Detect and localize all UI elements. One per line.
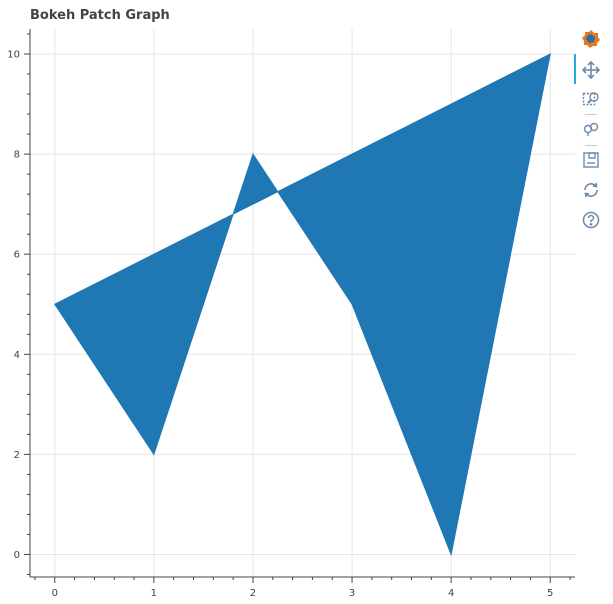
pan-tool-icon[interactable] bbox=[581, 60, 601, 80]
x-tick-label: 0 bbox=[52, 588, 58, 599]
help-tool-icon[interactable] bbox=[581, 210, 601, 230]
x-tick-label: 2 bbox=[250, 588, 256, 599]
wheel-zoom-tool-icon[interactable] bbox=[581, 119, 601, 139]
chart-title: Bokeh Patch Graph bbox=[30, 8, 170, 23]
toolbar-divider bbox=[585, 114, 597, 115]
patch-polygon bbox=[54, 53, 551, 557]
save-tool-icon[interactable] bbox=[581, 150, 601, 170]
y-axis: 0 2 4 6 8 10 bbox=[7, 29, 31, 577]
x-tick-label: 3 bbox=[349, 588, 355, 599]
y-tick-label: 6 bbox=[14, 250, 20, 261]
patch-layer bbox=[54, 53, 551, 557]
y-tick-label: 0 bbox=[14, 550, 20, 561]
y-tick-label: 8 bbox=[14, 150, 20, 161]
y-tick-label: 2 bbox=[14, 450, 20, 461]
active-tool-indicator bbox=[574, 54, 576, 84]
reset-tool-icon[interactable] bbox=[581, 180, 601, 200]
x-tick-label: 4 bbox=[448, 588, 454, 599]
y-tick-label: 4 bbox=[14, 350, 20, 361]
x-tick-label: 5 bbox=[547, 588, 553, 599]
y-tick-label: 10 bbox=[7, 50, 20, 61]
x-tick-label: 1 bbox=[151, 588, 157, 599]
toolbar-divider bbox=[585, 145, 597, 146]
x-axis: 0 1 2 3 4 5 bbox=[30, 576, 575, 599]
box-zoom-tool-icon[interactable] bbox=[581, 89, 601, 109]
bokeh-logo-icon[interactable] bbox=[581, 29, 601, 49]
